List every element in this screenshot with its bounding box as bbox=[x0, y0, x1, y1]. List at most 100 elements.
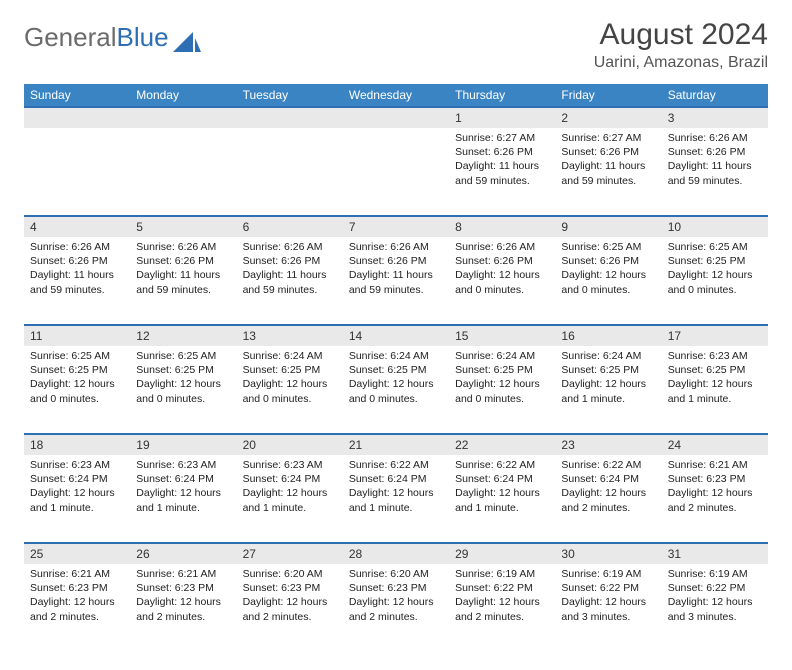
day-number: 25 bbox=[24, 544, 130, 564]
day-cell: Sunrise: 6:22 AMSunset: 6:24 PMDaylight:… bbox=[449, 455, 555, 543]
day-number: 26 bbox=[130, 544, 236, 564]
day-number: 27 bbox=[237, 544, 343, 564]
day-cell: Sunrise: 6:21 AMSunset: 6:23 PMDaylight:… bbox=[24, 564, 130, 652]
week-daynum-row: 45678910 bbox=[24, 216, 768, 237]
day-cell bbox=[24, 128, 130, 216]
day-number-cell bbox=[343, 107, 449, 128]
day-number-cell: 6 bbox=[237, 216, 343, 237]
day-content: Sunrise: 6:19 AMSunset: 6:22 PMDaylight:… bbox=[555, 564, 661, 630]
brand-part1: General bbox=[24, 22, 117, 53]
day-number-cell: 8 bbox=[449, 216, 555, 237]
day-number-cell: 10 bbox=[662, 216, 768, 237]
day-cell: Sunrise: 6:23 AMSunset: 6:25 PMDaylight:… bbox=[662, 346, 768, 434]
day-number: 3 bbox=[662, 108, 768, 128]
day-cell: Sunrise: 6:20 AMSunset: 6:23 PMDaylight:… bbox=[237, 564, 343, 652]
week-daynum-row: 11121314151617 bbox=[24, 325, 768, 346]
day-number: 13 bbox=[237, 326, 343, 346]
day-number-cell: 1 bbox=[449, 107, 555, 128]
day-number-cell: 25 bbox=[24, 543, 130, 564]
day-number-cell: 30 bbox=[555, 543, 661, 564]
day-cell: Sunrise: 6:24 AMSunset: 6:25 PMDaylight:… bbox=[555, 346, 661, 434]
day-content: Sunrise: 6:19 AMSunset: 6:22 PMDaylight:… bbox=[449, 564, 555, 630]
day-cell: Sunrise: 6:20 AMSunset: 6:23 PMDaylight:… bbox=[343, 564, 449, 652]
calendar-page: GeneralBlue August 2024 Uarini, Amazonas… bbox=[0, 0, 792, 670]
day-number: 14 bbox=[343, 326, 449, 346]
day-number: 7 bbox=[343, 217, 449, 237]
day-cell: Sunrise: 6:21 AMSunset: 6:23 PMDaylight:… bbox=[130, 564, 236, 652]
day-number: 23 bbox=[555, 435, 661, 455]
day-number: 30 bbox=[555, 544, 661, 564]
day-number: 5 bbox=[130, 217, 236, 237]
day-number: 9 bbox=[555, 217, 661, 237]
day-cell: Sunrise: 6:19 AMSunset: 6:22 PMDaylight:… bbox=[449, 564, 555, 652]
day-number-cell: 4 bbox=[24, 216, 130, 237]
day-number-cell: 11 bbox=[24, 325, 130, 346]
day-number-cell: 27 bbox=[237, 543, 343, 564]
day-content: Sunrise: 6:26 AMSunset: 6:26 PMDaylight:… bbox=[130, 237, 236, 303]
day-number: 20 bbox=[237, 435, 343, 455]
day-cell: Sunrise: 6:25 AMSunset: 6:25 PMDaylight:… bbox=[24, 346, 130, 434]
day-header: Saturday bbox=[662, 84, 768, 107]
day-number-cell: 28 bbox=[343, 543, 449, 564]
day-cell: Sunrise: 6:26 AMSunset: 6:26 PMDaylight:… bbox=[449, 237, 555, 325]
day-number: 8 bbox=[449, 217, 555, 237]
day-number-cell: 12 bbox=[130, 325, 236, 346]
day-content: Sunrise: 6:20 AMSunset: 6:23 PMDaylight:… bbox=[237, 564, 343, 630]
month-title: August 2024 bbox=[594, 18, 768, 52]
day-number-cell: 31 bbox=[662, 543, 768, 564]
day-content: Sunrise: 6:19 AMSunset: 6:22 PMDaylight:… bbox=[662, 564, 768, 630]
day-content: Sunrise: 6:26 AMSunset: 6:26 PMDaylight:… bbox=[24, 237, 130, 303]
day-number: 4 bbox=[24, 217, 130, 237]
day-cell: Sunrise: 6:22 AMSunset: 6:24 PMDaylight:… bbox=[555, 455, 661, 543]
day-number: 29 bbox=[449, 544, 555, 564]
day-number: 17 bbox=[662, 326, 768, 346]
day-cell: Sunrise: 6:23 AMSunset: 6:24 PMDaylight:… bbox=[24, 455, 130, 543]
day-number: 12 bbox=[130, 326, 236, 346]
day-content: Sunrise: 6:23 AMSunset: 6:24 PMDaylight:… bbox=[24, 455, 130, 521]
day-number: 28 bbox=[343, 544, 449, 564]
day-number-cell: 18 bbox=[24, 434, 130, 455]
week-daynum-row: 25262728293031 bbox=[24, 543, 768, 564]
calendar-body: 123Sunrise: 6:27 AMSunset: 6:26 PMDaylig… bbox=[24, 107, 768, 652]
day-number-cell: 26 bbox=[130, 543, 236, 564]
day-content: Sunrise: 6:25 AMSunset: 6:26 PMDaylight:… bbox=[555, 237, 661, 303]
day-content: Sunrise: 6:21 AMSunset: 6:23 PMDaylight:… bbox=[662, 455, 768, 521]
day-number: 15 bbox=[449, 326, 555, 346]
day-content: Sunrise: 6:21 AMSunset: 6:23 PMDaylight:… bbox=[130, 564, 236, 630]
day-number-cell: 17 bbox=[662, 325, 768, 346]
day-number: 10 bbox=[662, 217, 768, 237]
day-cell: Sunrise: 6:24 AMSunset: 6:25 PMDaylight:… bbox=[449, 346, 555, 434]
day-content: Sunrise: 6:24 AMSunset: 6:25 PMDaylight:… bbox=[449, 346, 555, 412]
day-cell: Sunrise: 6:25 AMSunset: 6:25 PMDaylight:… bbox=[662, 237, 768, 325]
day-number-cell: 22 bbox=[449, 434, 555, 455]
day-content: Sunrise: 6:24 AMSunset: 6:25 PMDaylight:… bbox=[555, 346, 661, 412]
day-header: Wednesday bbox=[343, 84, 449, 107]
calendar-table: SundayMondayTuesdayWednesdayThursdayFrid… bbox=[24, 84, 768, 652]
day-cell bbox=[130, 128, 236, 216]
day-number-cell: 24 bbox=[662, 434, 768, 455]
day-number-cell: 13 bbox=[237, 325, 343, 346]
day-number: 24 bbox=[662, 435, 768, 455]
day-number-cell: 9 bbox=[555, 216, 661, 237]
day-number: 11 bbox=[24, 326, 130, 346]
day-number-cell: 2 bbox=[555, 107, 661, 128]
day-content: Sunrise: 6:20 AMSunset: 6:23 PMDaylight:… bbox=[343, 564, 449, 630]
day-content: Sunrise: 6:24 AMSunset: 6:25 PMDaylight:… bbox=[237, 346, 343, 412]
day-number-cell: 7 bbox=[343, 216, 449, 237]
day-cell: Sunrise: 6:21 AMSunset: 6:23 PMDaylight:… bbox=[662, 455, 768, 543]
day-header-row: SundayMondayTuesdayWednesdayThursdayFrid… bbox=[24, 84, 768, 107]
day-cell: Sunrise: 6:26 AMSunset: 6:26 PMDaylight:… bbox=[24, 237, 130, 325]
day-number: 2 bbox=[555, 108, 661, 128]
day-number-cell: 23 bbox=[555, 434, 661, 455]
day-number-cell: 3 bbox=[662, 107, 768, 128]
day-content: Sunrise: 6:25 AMSunset: 6:25 PMDaylight:… bbox=[130, 346, 236, 412]
day-cell bbox=[343, 128, 449, 216]
day-number-cell: 29 bbox=[449, 543, 555, 564]
day-content: Sunrise: 6:21 AMSunset: 6:23 PMDaylight:… bbox=[24, 564, 130, 630]
day-cell: Sunrise: 6:25 AMSunset: 6:25 PMDaylight:… bbox=[130, 346, 236, 434]
day-cell: Sunrise: 6:26 AMSunset: 6:26 PMDaylight:… bbox=[343, 237, 449, 325]
day-content: Sunrise: 6:25 AMSunset: 6:25 PMDaylight:… bbox=[662, 237, 768, 303]
logo-sail-icon bbox=[173, 28, 201, 48]
day-number-cell: 14 bbox=[343, 325, 449, 346]
day-number-cell bbox=[130, 107, 236, 128]
